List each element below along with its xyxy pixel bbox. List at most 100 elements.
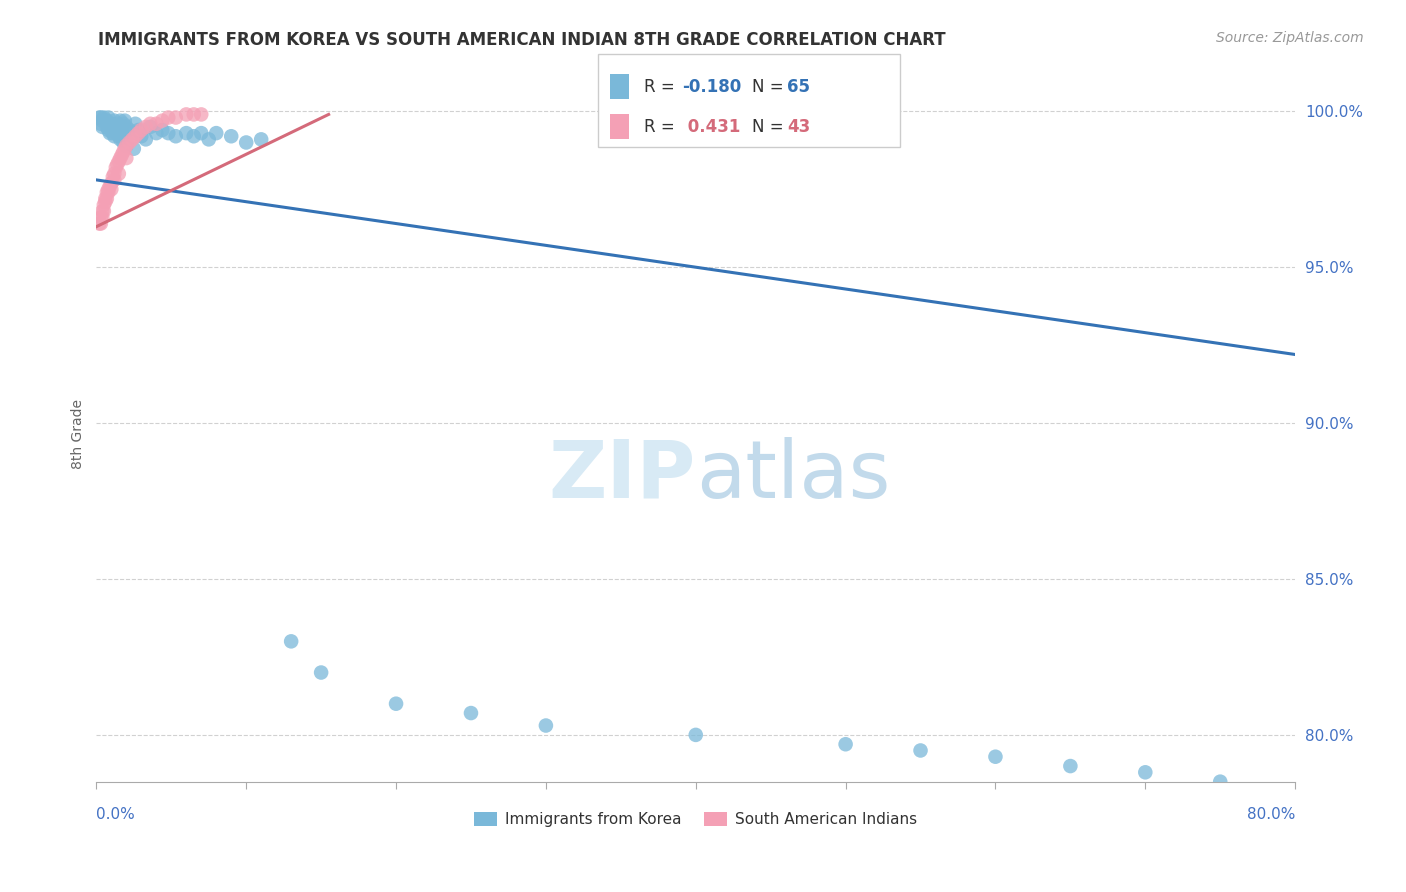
- Point: [115, 151, 138, 165]
- Point: [100, 117, 122, 131]
- Point: [93, 198, 115, 212]
- Point: [90, 217, 112, 231]
- Point: [235, 136, 257, 150]
- Point: [101, 169, 124, 184]
- Text: N =: N =: [752, 118, 789, 136]
- Text: Source: ZipAtlas.com: Source: ZipAtlas.com: [1216, 31, 1364, 45]
- Point: [145, 126, 167, 140]
- Point: [94, 192, 117, 206]
- Point: [309, 665, 332, 680]
- Text: 80.0%: 80.0%: [1247, 806, 1295, 822]
- Text: R =: R =: [644, 78, 681, 95]
- Point: [205, 126, 228, 140]
- Point: [127, 123, 149, 137]
- Point: [150, 123, 173, 137]
- Point: [103, 167, 125, 181]
- Point: [89, 217, 111, 231]
- Point: [91, 204, 114, 219]
- Point: [145, 117, 167, 131]
- Text: -0.180: -0.180: [682, 78, 741, 95]
- Point: [104, 123, 127, 137]
- Point: [1135, 765, 1157, 780]
- Point: [90, 117, 112, 131]
- Point: [110, 151, 132, 165]
- Point: [121, 126, 143, 140]
- Point: [131, 123, 153, 137]
- Point: [685, 728, 707, 742]
- Point: [104, 161, 127, 175]
- Point: [101, 120, 124, 134]
- Text: R =: R =: [644, 118, 681, 136]
- Text: atlas: atlas: [696, 437, 890, 515]
- Point: [1209, 774, 1232, 789]
- Point: [834, 737, 856, 751]
- Point: [105, 157, 128, 171]
- Point: [97, 186, 120, 200]
- Legend: Immigrants from Korea, South American Indians: Immigrants from Korea, South American In…: [468, 805, 924, 833]
- Point: [89, 111, 111, 125]
- Point: [115, 120, 138, 134]
- Point: [105, 117, 128, 131]
- Text: IMMIGRANTS FROM KOREA VS SOUTH AMERICAN INDIAN 8TH GRADE CORRELATION CHART: IMMIGRANTS FROM KOREA VS SOUTH AMERICAN …: [98, 31, 946, 49]
- Point: [111, 123, 134, 137]
- Point: [280, 634, 302, 648]
- Point: [101, 126, 124, 140]
- Text: 65: 65: [787, 78, 810, 95]
- Point: [139, 117, 162, 131]
- Point: [96, 186, 118, 200]
- Point: [115, 138, 138, 153]
- Point: [110, 132, 132, 146]
- Point: [112, 145, 135, 159]
- Point: [984, 749, 1007, 764]
- Point: [108, 154, 131, 169]
- Point: [100, 123, 122, 137]
- Text: ZIP: ZIP: [548, 437, 696, 515]
- Point: [910, 743, 932, 757]
- Point: [91, 120, 114, 134]
- Point: [100, 176, 122, 190]
- Y-axis label: 8th Grade: 8th Grade: [72, 399, 86, 469]
- Point: [174, 126, 197, 140]
- Point: [93, 111, 115, 125]
- Point: [157, 126, 180, 140]
- Point: [103, 173, 125, 187]
- Point: [97, 123, 120, 137]
- Point: [157, 111, 180, 125]
- Point: [96, 120, 118, 134]
- Text: N =: N =: [752, 78, 789, 95]
- Point: [108, 129, 131, 144]
- Point: [103, 129, 125, 144]
- Point: [190, 107, 212, 121]
- Point: [122, 142, 145, 156]
- Point: [534, 718, 557, 732]
- Point: [250, 132, 273, 146]
- Point: [219, 129, 242, 144]
- Point: [197, 132, 219, 146]
- Point: [150, 113, 173, 128]
- Point: [108, 167, 131, 181]
- Point: [118, 123, 141, 137]
- Point: [90, 111, 112, 125]
- Point: [103, 113, 125, 128]
- Point: [94, 113, 117, 128]
- Point: [104, 123, 127, 137]
- Point: [114, 142, 136, 156]
- Point: [91, 113, 114, 128]
- Point: [100, 182, 122, 196]
- Point: [183, 107, 205, 121]
- Point: [114, 113, 136, 128]
- Point: [110, 113, 132, 128]
- Point: [108, 120, 131, 134]
- Point: [98, 117, 121, 131]
- Point: [105, 126, 128, 140]
- Point: [190, 126, 212, 140]
- Point: [135, 132, 157, 146]
- Point: [90, 211, 112, 225]
- Point: [112, 117, 135, 131]
- Text: 0.431: 0.431: [682, 118, 741, 136]
- Point: [97, 111, 120, 125]
- Text: 43: 43: [787, 118, 811, 136]
- Point: [385, 697, 408, 711]
- Point: [124, 117, 146, 131]
- Point: [94, 194, 117, 209]
